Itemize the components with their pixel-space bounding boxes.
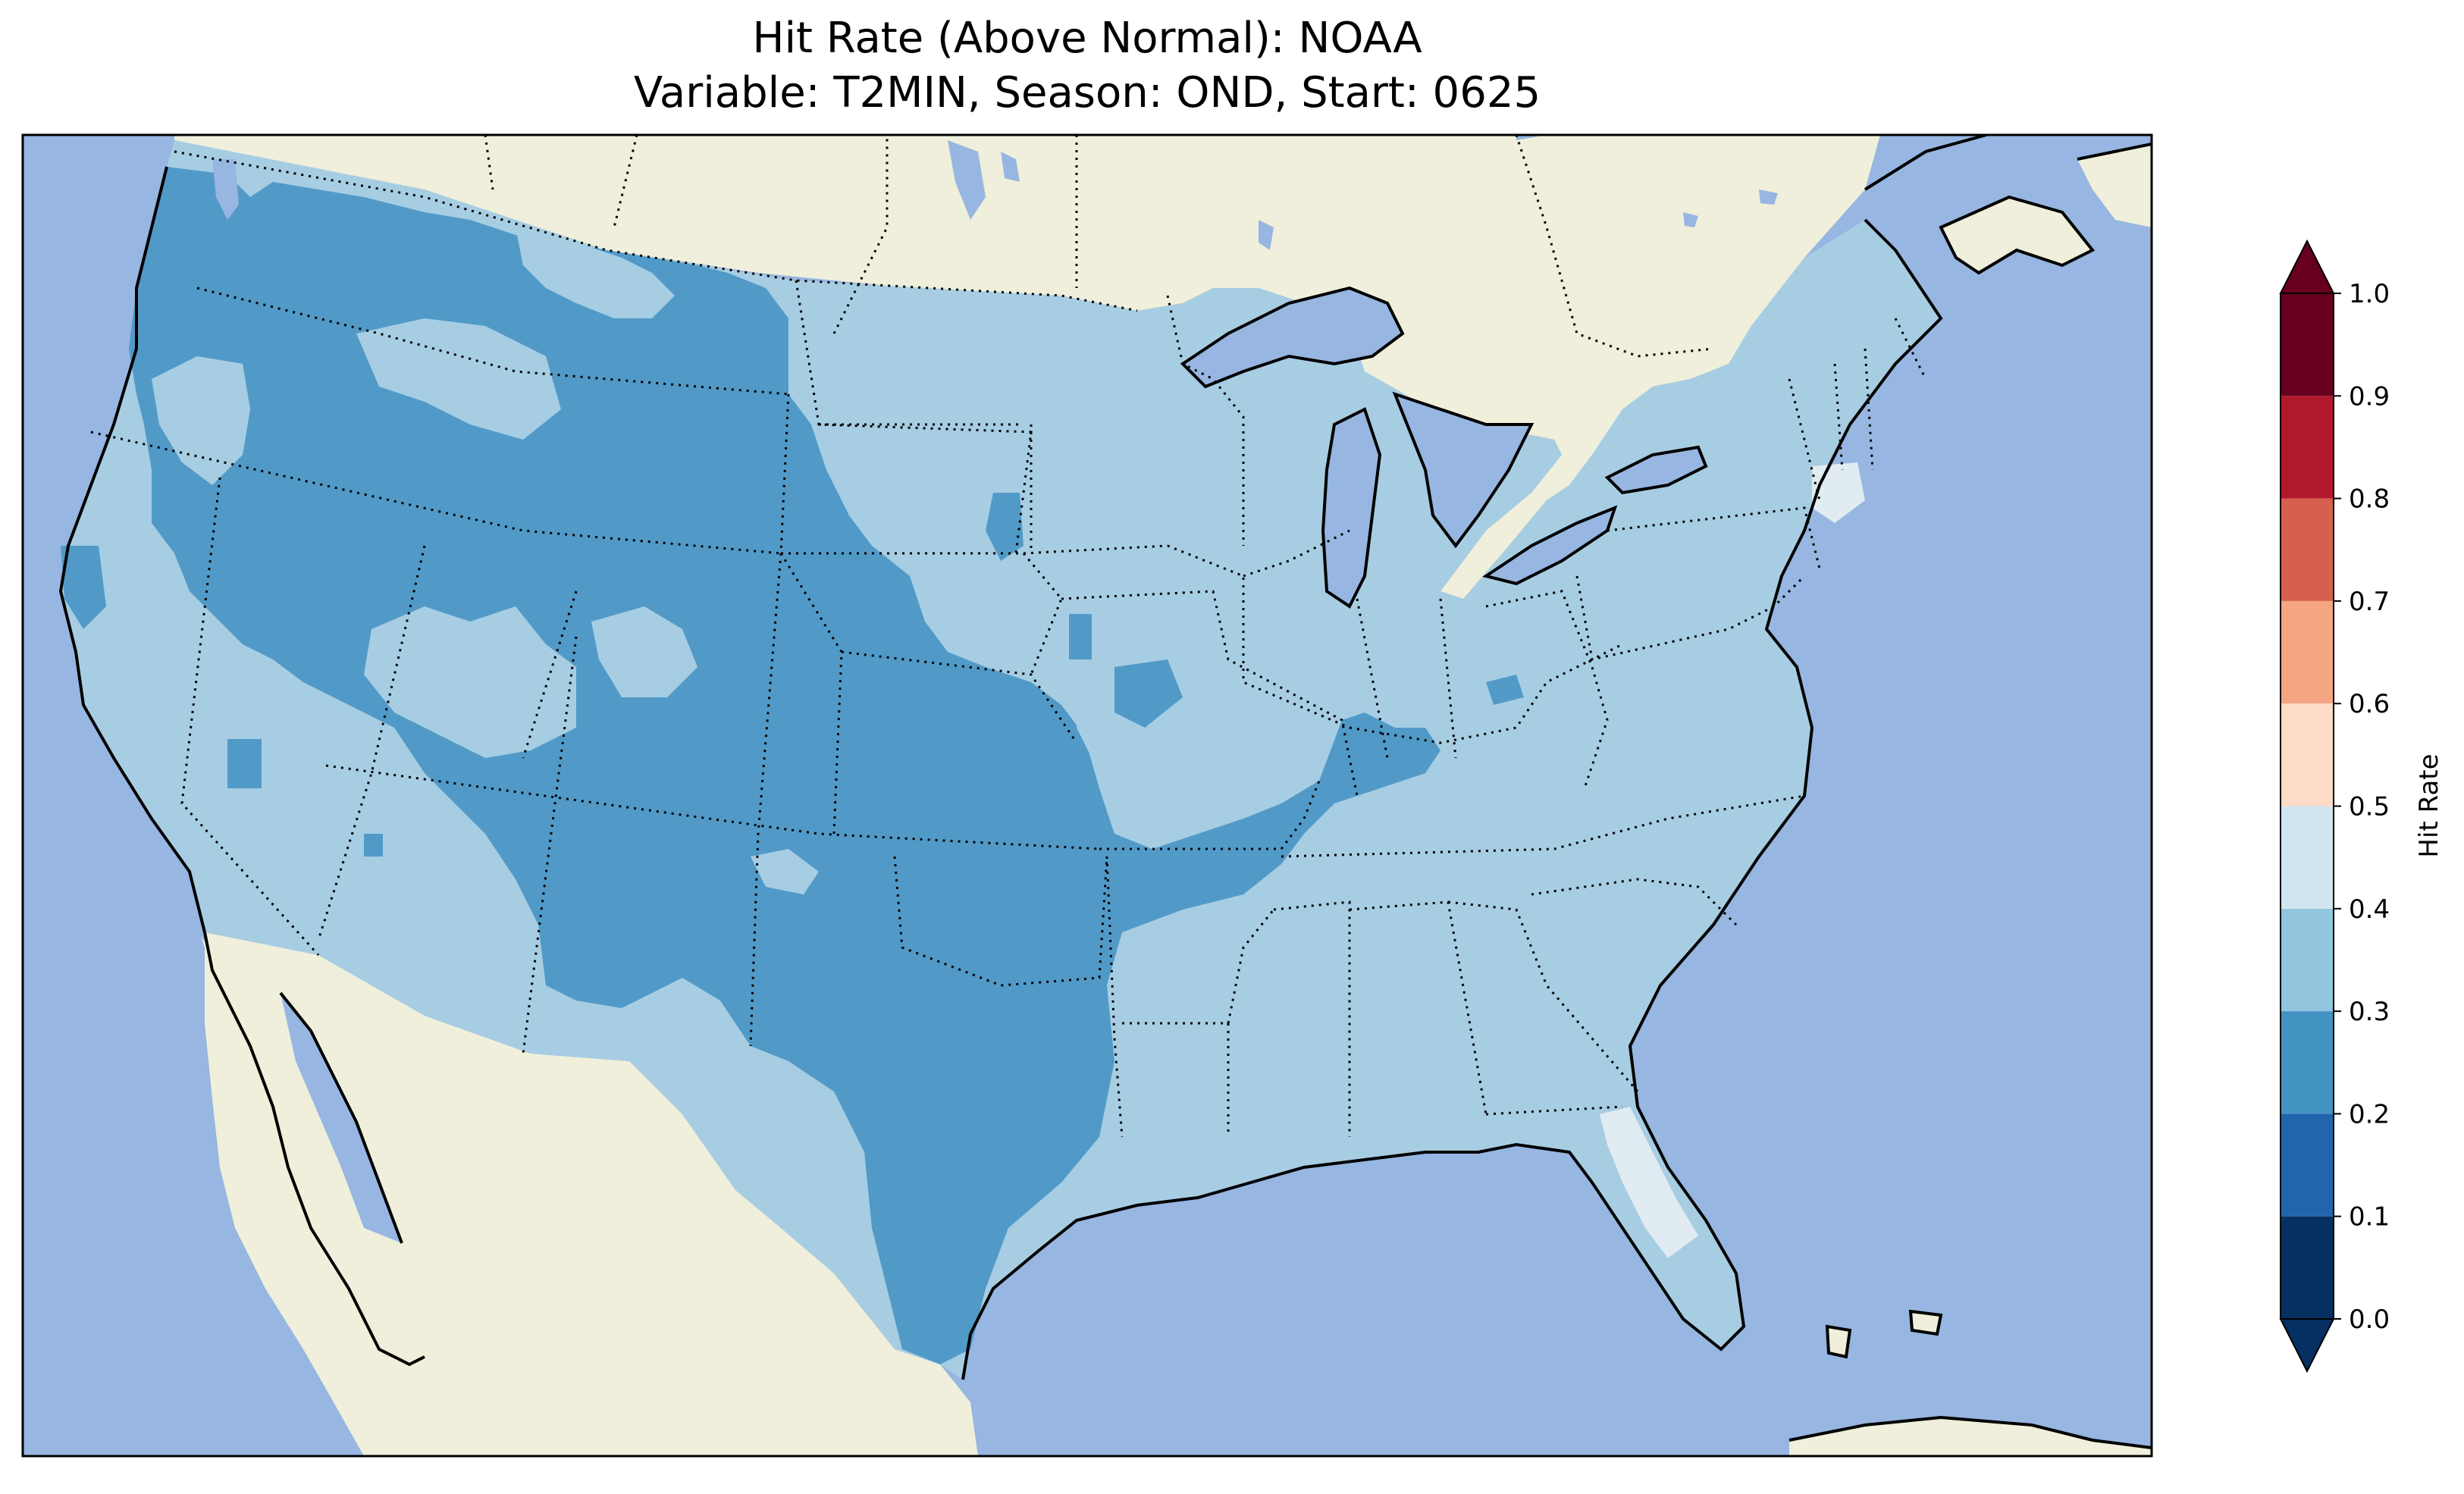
st-lawrence: [1865, 135, 2032, 220]
colorbar-bin: [2281, 703, 2334, 807]
us-region-bin-0.3-0.4: [364, 606, 576, 758]
chart-title-line-1: Hit Rate (Above Normal): NOAA: [752, 14, 1422, 63]
us-region-bin-0.3-0.4: [516, 227, 675, 318]
colorbar-tick-label: 0.7: [2349, 587, 2390, 617]
lake-superior: [1183, 288, 1403, 387]
lake-ontario: [1607, 447, 1706, 493]
colorbar-tick-label: 0.0: [2349, 1305, 2390, 1335]
canada-lake: [1683, 212, 1698, 227]
colorbar-tick-label: 1.0: [2349, 279, 2390, 309]
us-region-bin-0.3-0.4: [152, 356, 250, 485]
colorbar-tick-label: 0.5: [2349, 792, 2390, 822]
us-region-bin-0.3-0.4: [849, 455, 1016, 591]
us-region-bin-0.4-0.5: [1812, 462, 1865, 523]
colorbar-bin: [2281, 1216, 2334, 1319]
puget-sound: [212, 159, 239, 220]
colorbar-tick-label: 0.8: [2349, 484, 2390, 515]
chart-title-line-2: Variable: T2MIN, Season: OND, Start: 062…: [633, 68, 1541, 117]
us-region-bin-0.3-0.4: [356, 318, 561, 440]
colorbar-bin: [2281, 806, 2334, 909]
canada-landmass: [174, 135, 1880, 599]
us-region-bin-0.3-0.4: [591, 606, 698, 697]
us-region-bin-0.2-0.3: [1486, 675, 1524, 705]
maritimes-landmass: [1941, 197, 2093, 273]
us-region-bin-0.4-0.5: [1600, 1107, 1698, 1258]
colorbar-bin: [2281, 1113, 2334, 1217]
colorbar-tick-label: 0.4: [2349, 894, 2390, 925]
colorbar-extend-min: [2279, 1318, 2335, 1373]
canada-lake: [948, 140, 986, 220]
newfoundland-landmass: [2077, 144, 2152, 227]
colorbar-tick-label: 0.3: [2349, 997, 2390, 1027]
us-region-bin-0.3-0.4: [751, 849, 819, 894]
colorbar-tick-label: 0.9: [2349, 381, 2390, 412]
colorbar-tick-label: 0.2: [2349, 1099, 2390, 1129]
colorbar-tick-label: 0.1: [2349, 1202, 2390, 1232]
canada-lake: [1259, 220, 1274, 250]
colorbar-label: Hit Rate: [2414, 753, 2444, 857]
us-region-bin-0.2-0.3: [1069, 614, 1092, 659]
bahamas-island: [1827, 1326, 1850, 1357]
colorbar-bin: [2281, 293, 2334, 396]
us-region-bin-0.2-0.3: [1114, 659, 1183, 728]
colorbar-bin: [2281, 600, 2334, 704]
lake-huron: [1395, 394, 1531, 546]
colorbar-extend-max: [2279, 239, 2335, 294]
lake-erie: [1486, 508, 1615, 584]
us-region-bin-0.2-0.3: [364, 834, 383, 857]
colorbar-bin: [2281, 396, 2334, 499]
colorbar-bin: [2281, 908, 2334, 1012]
baja-landmass: [201, 936, 425, 1364]
map-frame: [21, 133, 2153, 1458]
canada-lake: [1001, 152, 1020, 182]
colorbar-ticks: 0.0 0.1 0.2 0.3 0.4 0.5 0.6 0.7 0.8 0.9 1.0: [2334, 279, 2390, 1335]
us-region-bin-0.2-0.3: [61, 546, 106, 629]
us-region-bin-0.2-0.3: [227, 739, 262, 788]
colorbar-bin: [2281, 1011, 2334, 1114]
canada-lake: [1759, 189, 1778, 205]
us-region-bin-0.2-0.3: [129, 167, 1440, 1364]
coastlines: [58, 135, 2152, 1449]
colorbar-bin: [2281, 498, 2334, 601]
gulf-of-california: [281, 993, 402, 1243]
colorbar-bins: [2281, 293, 2334, 1319]
state-borders: [90, 135, 1927, 1138]
bahamas-island: [1911, 1311, 1941, 1334]
colorbar-tick-label: 0.6: [2349, 689, 2390, 719]
cuba-landmass: [1789, 1417, 2152, 1456]
us-region-bin-0.2-0.3: [986, 493, 1024, 561]
